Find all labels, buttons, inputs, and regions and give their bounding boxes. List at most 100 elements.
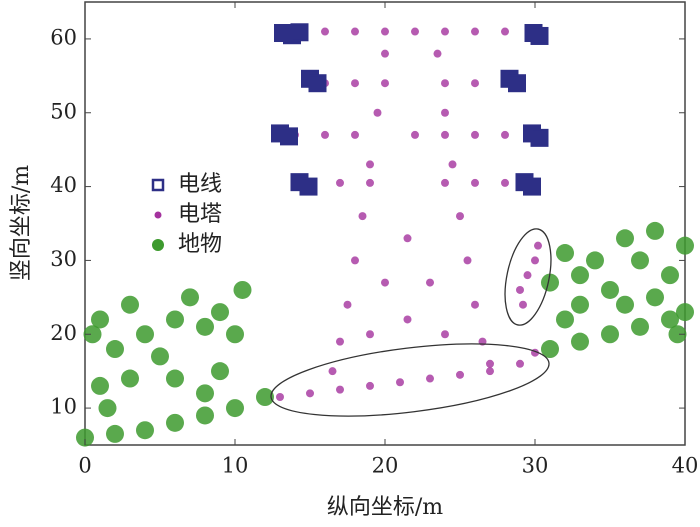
point <box>441 108 449 117</box>
point <box>471 300 479 309</box>
point <box>508 74 526 93</box>
point <box>631 251 649 270</box>
point <box>631 317 649 336</box>
marks <box>76 23 694 447</box>
point <box>373 108 382 117</box>
point <box>366 330 374 339</box>
point <box>321 130 329 139</box>
point <box>336 385 344 394</box>
point <box>366 160 374 169</box>
point <box>571 266 589 285</box>
legend-label: 电线 <box>178 172 222 197</box>
point <box>516 285 524 294</box>
point <box>151 347 169 366</box>
point <box>351 130 359 139</box>
point <box>136 325 154 344</box>
point <box>676 236 694 255</box>
y-tick-label: 10 <box>50 395 77 419</box>
point <box>471 79 479 88</box>
point <box>501 130 509 139</box>
point <box>403 315 412 324</box>
point <box>433 49 442 58</box>
point <box>403 234 412 243</box>
point <box>531 256 539 265</box>
point <box>448 160 457 169</box>
point <box>471 178 479 187</box>
point <box>530 128 549 147</box>
y-tick-label: 30 <box>50 247 77 271</box>
y-tick-label: 60 <box>50 25 77 49</box>
point <box>556 244 574 263</box>
point <box>280 127 298 146</box>
point <box>381 49 389 58</box>
legend-label: 地物 <box>178 232 222 257</box>
point <box>556 310 574 329</box>
point <box>196 317 214 336</box>
point <box>441 330 449 339</box>
point <box>661 310 679 329</box>
x-tick-label: 40 <box>672 454 699 478</box>
annotation-ellipse <box>504 228 552 326</box>
point <box>106 424 124 443</box>
point <box>456 212 464 221</box>
point <box>76 428 94 447</box>
point <box>586 251 604 270</box>
point <box>166 369 184 388</box>
point <box>516 359 524 368</box>
point <box>441 130 449 139</box>
point <box>471 130 479 139</box>
x-tick-label: 30 <box>522 454 549 478</box>
point <box>336 178 344 187</box>
point <box>351 79 359 88</box>
point <box>530 26 549 45</box>
point <box>441 27 449 36</box>
point <box>121 369 139 388</box>
point <box>308 74 327 93</box>
point <box>426 374 434 383</box>
point <box>571 295 589 314</box>
point <box>381 27 389 36</box>
point <box>381 278 389 287</box>
point <box>233 280 252 299</box>
point <box>351 27 359 36</box>
point <box>646 288 664 307</box>
point <box>411 130 419 139</box>
point <box>181 288 199 307</box>
point <box>343 300 352 309</box>
point <box>668 325 687 344</box>
point <box>226 399 244 418</box>
point <box>601 280 619 299</box>
point <box>456 370 464 379</box>
point <box>290 23 309 42</box>
point <box>646 221 664 240</box>
point <box>471 27 479 36</box>
point <box>541 340 559 359</box>
point <box>366 381 374 390</box>
point <box>211 303 229 322</box>
point <box>519 300 527 309</box>
point <box>358 212 367 221</box>
point <box>306 389 314 398</box>
x-tick-label: 20 <box>372 454 399 478</box>
point <box>616 295 634 314</box>
point <box>366 178 374 187</box>
legend-marker <box>154 211 162 219</box>
x-tick-label: 10 <box>222 454 249 478</box>
point <box>98 399 117 418</box>
point <box>166 310 184 329</box>
point <box>441 178 449 187</box>
point <box>91 376 109 395</box>
point <box>523 271 532 280</box>
point <box>166 413 184 432</box>
point <box>441 79 449 88</box>
point <box>396 378 404 387</box>
point <box>226 325 244 344</box>
point <box>336 337 344 346</box>
point <box>211 362 229 381</box>
point <box>299 177 318 196</box>
point <box>91 310 109 329</box>
point <box>541 273 559 292</box>
point <box>571 332 589 351</box>
point <box>276 393 284 402</box>
